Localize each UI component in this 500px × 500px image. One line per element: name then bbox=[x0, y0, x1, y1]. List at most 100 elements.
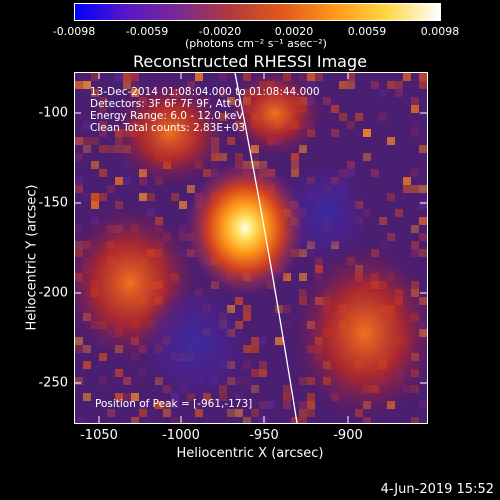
image-plot-area: 13-Dec-2014 01:08:04.000 to 01:08:44.000… bbox=[74, 72, 428, 424]
emission-region bbox=[225, 73, 325, 158]
image-pixel bbox=[235, 409, 243, 417]
image-pixel bbox=[307, 401, 315, 409]
flare-source bbox=[183, 158, 307, 298]
image-pixel bbox=[235, 393, 243, 401]
image-pixel bbox=[379, 113, 387, 121]
image-pixel bbox=[83, 137, 91, 145]
plot-title: Reconstructed RHESSI Image bbox=[133, 52, 367, 71]
image-pixel bbox=[107, 185, 115, 193]
x-tick-label: -1050 bbox=[80, 428, 118, 443]
image-pixel bbox=[131, 393, 139, 401]
image-pixel bbox=[83, 145, 91, 153]
image-pixel bbox=[403, 73, 411, 81]
image-pixel bbox=[331, 129, 339, 137]
image-pixel bbox=[107, 409, 115, 417]
image-pixel bbox=[331, 105, 339, 113]
image-pixel bbox=[307, 409, 315, 417]
image-pixel bbox=[411, 169, 419, 177]
x-tick-label: -1000 bbox=[162, 428, 200, 443]
image-pixel bbox=[371, 81, 379, 89]
image-pixel bbox=[99, 193, 107, 201]
image-pixel bbox=[275, 305, 283, 313]
image-pixel bbox=[419, 201, 427, 209]
image-pixel bbox=[147, 193, 155, 201]
image-pixel bbox=[331, 129, 339, 137]
image-pixel bbox=[107, 409, 115, 417]
colorbar bbox=[74, 3, 441, 21]
image-pixel bbox=[291, 417, 299, 423]
image-pixel bbox=[75, 137, 83, 145]
image-pixel bbox=[235, 153, 243, 161]
image-pixel bbox=[363, 153, 371, 161]
image-pixel bbox=[83, 81, 91, 89]
image-pixel bbox=[419, 185, 427, 193]
x-tick-label: -900 bbox=[333, 428, 363, 443]
emission-region bbox=[110, 78, 230, 188]
image-pixel bbox=[75, 81, 83, 89]
image-pixel bbox=[75, 137, 83, 145]
image-pixel bbox=[387, 193, 395, 201]
image-pixel bbox=[75, 153, 83, 161]
image-pixel bbox=[83, 193, 91, 201]
image-pixel bbox=[115, 369, 123, 377]
image-pixel bbox=[411, 225, 419, 233]
image-pixel bbox=[99, 145, 107, 153]
y-tick-label: -150 bbox=[38, 195, 68, 211]
image-pixel bbox=[131, 417, 139, 423]
image-pixel bbox=[99, 353, 107, 361]
image-pixel bbox=[347, 81, 355, 89]
image-pixel bbox=[403, 177, 411, 185]
y-tick-label: -200 bbox=[38, 285, 68, 301]
image-pixel bbox=[155, 401, 163, 409]
image-pixel bbox=[411, 121, 419, 129]
image-pixel bbox=[251, 153, 259, 161]
image-pixel bbox=[115, 177, 123, 185]
image-pixel bbox=[419, 145, 427, 153]
image-pixel bbox=[171, 193, 179, 201]
image-pixel bbox=[411, 417, 419, 423]
image-pixel bbox=[99, 129, 107, 137]
y-tick-label: -100 bbox=[38, 105, 68, 121]
image-pixel bbox=[115, 393, 123, 401]
image-pixel bbox=[195, 73, 203, 81]
image-pixel bbox=[131, 81, 139, 89]
image-pixel bbox=[251, 369, 259, 377]
image-pixel bbox=[259, 417, 267, 423]
image-pixel bbox=[299, 417, 307, 423]
image-pixel bbox=[403, 185, 411, 193]
image-pixel bbox=[411, 185, 419, 193]
image-pixel bbox=[243, 305, 251, 313]
y-tick-label: -250 bbox=[38, 375, 68, 391]
image-pixel bbox=[139, 409, 147, 417]
image-pixel bbox=[283, 401, 291, 409]
image-pixel bbox=[379, 89, 387, 97]
image-pixel bbox=[307, 73, 315, 81]
image-pixel bbox=[75, 345, 83, 353]
image-pixel bbox=[251, 345, 259, 353]
info-time-range: 13-Dec-2014 01:08:04.000 to 01:08:44.000 bbox=[90, 86, 320, 98]
image-pixel bbox=[411, 105, 419, 113]
colorbar-tick-label: 0.0059 bbox=[347, 25, 387, 38]
image-pixel bbox=[179, 225, 187, 233]
image-pixel bbox=[307, 393, 315, 401]
image-pixel bbox=[387, 81, 395, 89]
date-stamp: 4-Jun-2019 15:52 bbox=[380, 482, 494, 497]
image-pixel bbox=[299, 409, 307, 417]
image-pixel bbox=[403, 177, 411, 185]
colorbar-tick-label: -0.0020 bbox=[198, 25, 242, 38]
image-pixel bbox=[251, 409, 259, 417]
image-pixel bbox=[347, 73, 355, 81]
colorbar-tick-label: 0.0020 bbox=[274, 25, 314, 38]
image-pixel bbox=[107, 145, 115, 153]
image-pixel bbox=[123, 377, 131, 385]
peak-position-label: Position of Peak = [-961,-173] bbox=[95, 398, 253, 410]
image-pixel bbox=[355, 113, 363, 121]
image-pixel bbox=[291, 169, 299, 177]
dark-region bbox=[140, 283, 250, 403]
image-pixel bbox=[91, 193, 99, 201]
image-pixel bbox=[99, 169, 107, 177]
emission-region bbox=[290, 243, 427, 423]
image-pixel bbox=[75, 185, 83, 193]
image-pixel bbox=[291, 161, 299, 169]
